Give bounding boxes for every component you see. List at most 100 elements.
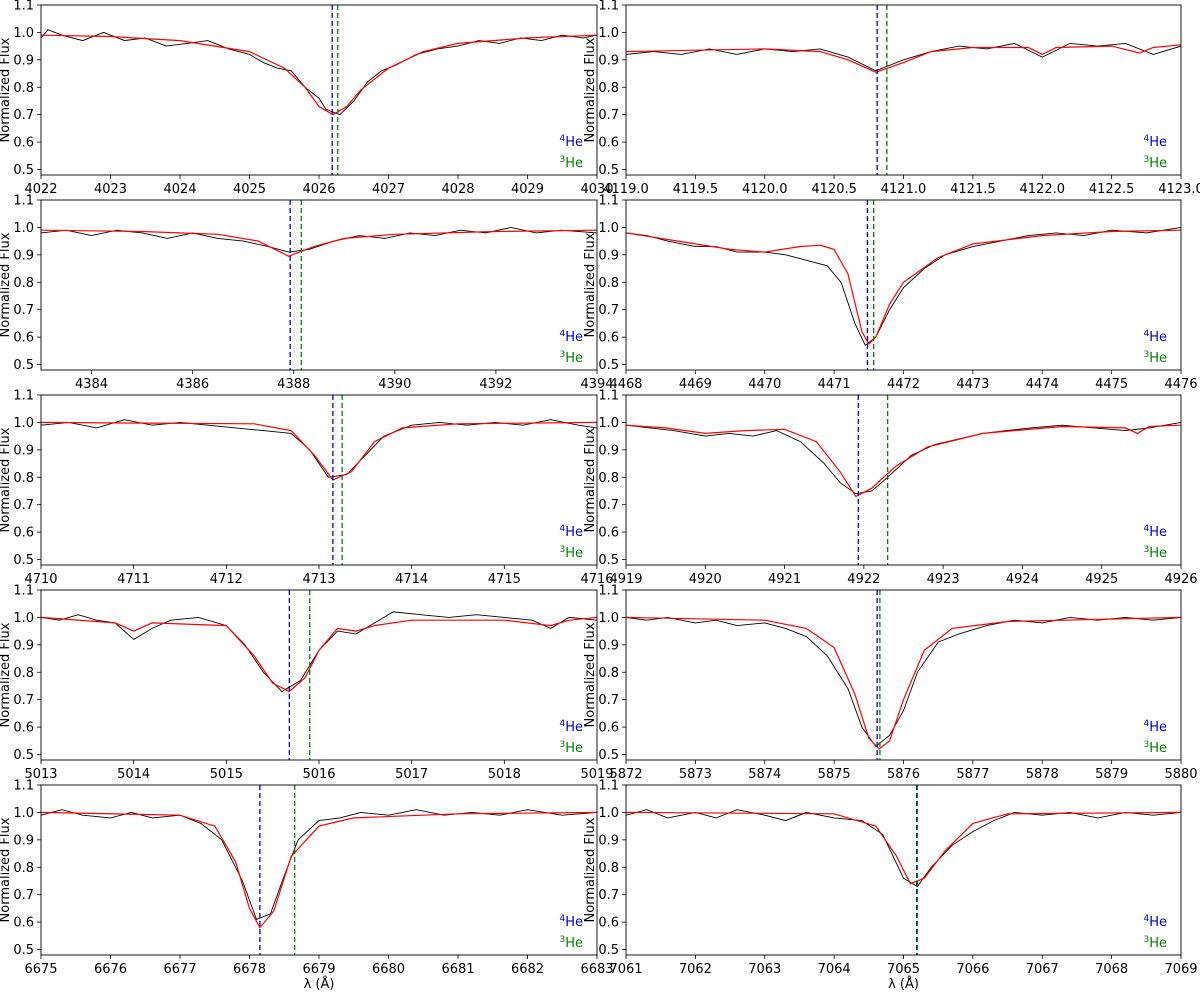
x-tick-label: 6678 (233, 962, 266, 977)
y-tick-label: 0.8 (13, 276, 34, 291)
x-tick-label: 4714 (395, 572, 428, 587)
legend-he3: 3He (1143, 350, 1167, 366)
x-tick-label: 4712 (210, 572, 243, 587)
axes-frame (40, 199, 598, 371)
x-tick-label: 7065 (887, 962, 920, 977)
x-tick-label: 4474 (1026, 377, 1059, 392)
observed-spectrum (41, 419, 597, 478)
x-tick-label: 4473 (956, 377, 989, 392)
y-tick-label: 0.8 (598, 81, 619, 96)
model-spectrum (41, 229, 597, 257)
legend-he3: 3He (559, 740, 583, 756)
x-tick-label: 4026 (302, 182, 335, 197)
y-tick-label: 0.5 (598, 553, 619, 568)
x-tick-label: 4025 (233, 182, 266, 197)
y-tick-label: 0.5 (598, 943, 619, 958)
x-tick-label: 4392 (479, 377, 512, 392)
x-tick-label: 6682 (511, 962, 544, 977)
y-tick-label: 0.6 (13, 721, 34, 736)
x-tick-label: 4925 (1085, 572, 1118, 587)
y-tick-label: 0.9 (598, 833, 619, 848)
y-tick-label: 0.8 (13, 81, 34, 96)
y-tick-label: 1.0 (598, 221, 619, 236)
y-tick-label: 0.5 (13, 748, 34, 763)
y-tick-label: 1.1 (598, 194, 619, 209)
observed-spectrum (626, 42, 1181, 72)
x-tick-label: 4119.5 (673, 182, 719, 197)
x-tick-label: 4122.0 (1020, 182, 1066, 197)
y-tick-label: 0.5 (13, 553, 34, 568)
panel-5: 4710 4711 4712 4713 4714 4715 4716 0.5 0.6 0.7 0.8… (0, 389, 614, 588)
axes-frame (625, 199, 1182, 371)
x-tick-label: 5879 (1095, 767, 1128, 782)
y-tick-label: 0.9 (598, 248, 619, 263)
legend-he3: 3He (1143, 155, 1167, 171)
x-tick-label: 4028 (441, 182, 474, 197)
y-tick-label: 1.0 (598, 416, 619, 431)
x-tick-label: 7061 (609, 962, 642, 977)
x-tick-label: 4119.0 (603, 182, 649, 197)
legend-he3: 3He (1143, 740, 1167, 756)
x-tick-label: 4120.0 (742, 182, 788, 197)
x-axis-label: λ (Å) (304, 976, 335, 992)
x-tick-label: 4469 (679, 377, 712, 392)
x-tick-label: 7067 (1026, 962, 1059, 977)
model-spectrum (41, 34, 597, 116)
y-axis-label: Normalized Flux (583, 622, 598, 727)
y-axis-label: Normalized Flux (0, 622, 13, 727)
y-tick-label: 0.9 (598, 53, 619, 68)
x-tick-label: 5874 (748, 767, 781, 782)
y-tick-label: 0.7 (598, 498, 619, 513)
y-tick-label: 1.0 (598, 611, 619, 626)
y-tick-label: 0.6 (598, 136, 619, 151)
y-tick-label: 0.6 (598, 916, 619, 931)
x-tick-label: 6680 (372, 962, 405, 977)
legend-he4: 4He (1143, 719, 1167, 735)
x-tick-label: 4468 (609, 377, 642, 392)
legend-he4: 4He (1143, 329, 1167, 345)
x-tick-label: 4121.0 (881, 182, 927, 197)
legend-he4: 4He (559, 329, 583, 345)
legend-he4: 4He (559, 914, 583, 930)
model-spectrum (626, 229, 1181, 345)
x-tick-label: 4716 (580, 572, 613, 587)
x-tick-label: 7069 (1164, 962, 1197, 977)
x-tick-label: 7066 (956, 962, 989, 977)
y-tick-label: 1.1 (13, 194, 34, 209)
model-spectrum (41, 811, 597, 929)
x-tick-label: 5878 (1026, 767, 1059, 782)
x-tick-label: 4710 (24, 572, 57, 587)
legend-he4: 4He (559, 524, 583, 540)
y-tick-label: 0.6 (598, 721, 619, 736)
x-tick-label: 4390 (378, 377, 411, 392)
y-tick-label: 0.7 (598, 108, 619, 123)
axes-frame (40, 784, 598, 956)
y-tick-label: 1.1 (598, 584, 619, 599)
y-tick-label: 0.7 (13, 498, 34, 513)
x-tick-label: 4024 (163, 182, 196, 197)
x-tick-label: 4715 (488, 572, 521, 587)
y-tick-label: 0.7 (598, 693, 619, 708)
y-tick-label: 0.7 (13, 888, 34, 903)
model-spectrum (626, 424, 1181, 498)
axes-frame (625, 589, 1182, 761)
observed-spectrum (626, 809, 1181, 888)
panel-9: 6675 6676 6677 6678 6679 6680 6681 6682 6683 0.5 0… (0, 779, 614, 993)
legend-he3: 3He (559, 350, 583, 366)
y-axis-label: Normalized Flux (583, 817, 598, 922)
y-tick-label: 0.9 (13, 443, 34, 458)
axes-frame (40, 589, 598, 761)
x-tick-label: 4121.5 (950, 182, 996, 197)
y-tick-label: 1.0 (598, 806, 619, 821)
y-axis-label: Normalized Flux (0, 37, 13, 142)
legend-he4: 4He (1143, 524, 1167, 540)
x-tick-label: 4386 (176, 377, 209, 392)
observed-spectrum (41, 809, 597, 920)
y-tick-label: 1.1 (13, 389, 34, 404)
